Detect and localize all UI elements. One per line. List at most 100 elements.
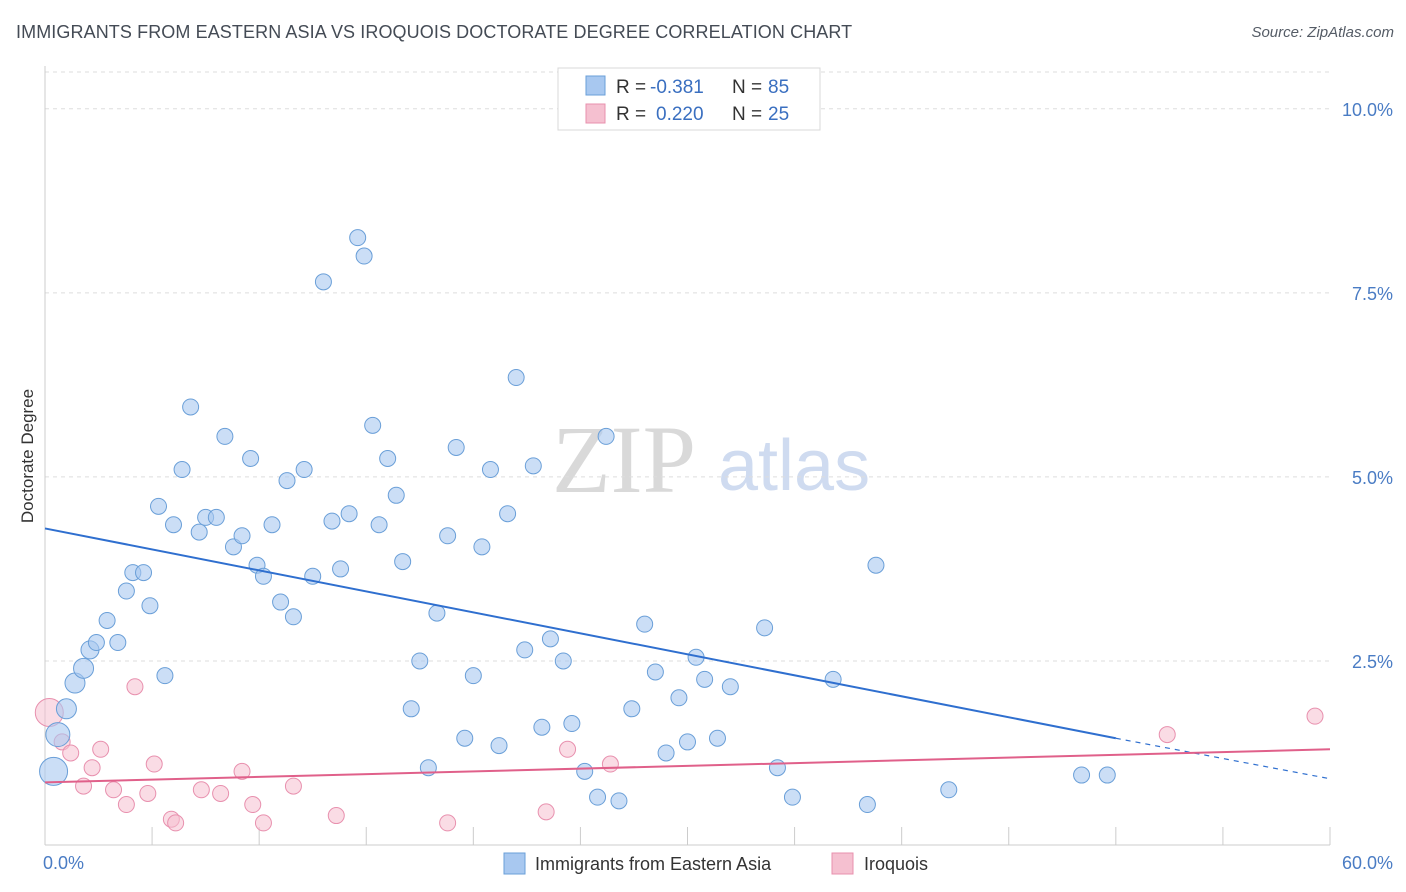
y-tick-label: 7.5%: [1352, 284, 1393, 304]
point-immigrants-eastern-asia: [623, 700, 641, 718]
point-immigrants-eastern-asia: [364, 416, 382, 434]
point-immigrants-eastern-asia: [447, 438, 465, 456]
point-iroquois: [439, 814, 457, 832]
point-immigrants-eastern-asia: [481, 461, 499, 479]
point-immigrants-eastern-asia: [1073, 766, 1091, 784]
bottom-legend-swatch-blue: [503, 852, 526, 875]
point-immigrants-eastern-asia: [278, 472, 296, 490]
point-immigrants-eastern-asia: [332, 560, 350, 578]
point-immigrants-eastern-asia: [507, 369, 525, 387]
point-immigrants-eastern-asia: [45, 722, 71, 748]
watermark: ZIP atlas: [552, 406, 870, 513]
point-iroquois: [105, 781, 123, 799]
point-immigrants-eastern-asia: [39, 756, 69, 786]
point-iroquois: [1306, 707, 1324, 725]
point-immigrants-eastern-asia: [394, 553, 412, 571]
bottom-legend-label-blue: Immigrants from Eastern Asia: [535, 854, 772, 874]
trend-line-immigrants-eastern-asia: [44, 527, 1117, 740]
point-immigrants-eastern-asia: [541, 630, 559, 648]
point-iroquois: [139, 784, 157, 802]
source-credit: Source: ZipAtlas.com: [1251, 24, 1394, 41]
point-immigrants-eastern-asia: [207, 508, 225, 526]
point-immigrants-eastern-asia: [263, 516, 281, 534]
point-immigrants-eastern-asia: [349, 229, 367, 247]
point-iroquois: [327, 807, 345, 825]
y-tick-label: 10.0%: [1342, 100, 1393, 120]
point-immigrants-eastern-asia: [464, 667, 482, 685]
point-immigrants-eastern-asia: [428, 604, 446, 622]
point-immigrants-eastern-asia: [533, 718, 551, 736]
point-iroquois: [601, 755, 619, 773]
point-immigrants-eastern-asia: [216, 427, 234, 445]
point-iroquois: [145, 755, 163, 773]
grid-lines: [45, 71, 1330, 662]
x-tick-label: 60.0%: [1342, 853, 1393, 873]
point-immigrants-eastern-asia: [141, 597, 159, 615]
point-iroquois: [284, 777, 302, 795]
point-immigrants-eastern-asia: [554, 652, 572, 670]
watermark-atlas: atlas: [718, 426, 870, 506]
point-immigrants-eastern-asia: [387, 486, 405, 504]
point-immigrants-eastern-asia: [499, 505, 517, 523]
point-immigrants-eastern-asia: [867, 556, 885, 574]
trend-lines: [44, 527, 1331, 784]
point-immigrants-eastern-asia: [323, 512, 341, 530]
point-iroquois: [167, 814, 185, 832]
point-iroquois: [92, 740, 110, 758]
point-immigrants-eastern-asia: [708, 729, 726, 747]
point-immigrants-eastern-asia: [190, 523, 208, 541]
point-immigrants-eastern-asia: [295, 461, 313, 479]
point-iroquois: [126, 678, 144, 696]
legend-n-value-pink: 25: [768, 104, 789, 125]
point-immigrants-eastern-asia: [314, 273, 332, 291]
point-immigrants-eastern-asia: [524, 457, 542, 475]
point-immigrants-eastern-asia: [173, 461, 191, 479]
point-immigrants-eastern-asia: [98, 611, 116, 629]
point-immigrants-eastern-asia: [456, 729, 474, 747]
point-iroquois: [117, 796, 135, 814]
point-immigrants-eastern-asia: [563, 715, 581, 733]
y-tick-label: 5.0%: [1352, 468, 1393, 488]
point-iroquois: [244, 796, 262, 814]
point-immigrants-eastern-asia: [272, 593, 290, 611]
legend-n-label-blue: N =: [732, 77, 762, 98]
y-tick-label: 2.5%: [1352, 652, 1393, 672]
point-immigrants-eastern-asia: [284, 608, 302, 626]
chart-title: IMMIGRANTS FROM EASTERN ASIA VS IROQUOIS…: [16, 22, 853, 42]
point-iroquois: [62, 744, 80, 762]
point-immigrants-eastern-asia: [109, 634, 127, 652]
point-immigrants-eastern-asia: [589, 788, 607, 806]
trend-line-extension-immigrants-eastern-asia: [1115, 737, 1331, 780]
point-immigrants-eastern-asia: [756, 619, 774, 637]
point-immigrants-eastern-asia: [379, 450, 397, 467]
point-immigrants-eastern-asia: [636, 615, 654, 633]
point-immigrants-eastern-asia: [55, 698, 77, 720]
point-iroquois: [212, 784, 230, 802]
point-immigrants-eastern-asia: [940, 781, 958, 799]
bottom-legend-label-pink: Iroquois: [864, 854, 928, 874]
point-immigrants-eastern-asia: [182, 398, 200, 416]
x-tick-labels: 0.0% 60.0%: [43, 853, 1393, 873]
legend-n-value-blue: 85: [768, 77, 789, 98]
point-immigrants-eastern-asia: [657, 744, 675, 762]
point-immigrants-eastern-asia: [670, 689, 688, 707]
point-iroquois: [559, 740, 577, 758]
legend-swatch-blue: [585, 75, 606, 96]
point-iroquois: [233, 762, 251, 780]
point-immigrants-eastern-asia: [165, 516, 182, 534]
legend-r-value-blue: -0.381: [650, 77, 704, 98]
point-iroquois: [1158, 726, 1176, 744]
point-immigrants-eastern-asia: [783, 788, 801, 806]
point-immigrants-eastern-asia: [516, 641, 534, 659]
point-iroquois: [192, 781, 210, 799]
point-immigrants-eastern-asia: [73, 657, 95, 679]
legend-r-value-pink: 0.220: [656, 104, 704, 125]
bottom-legend: Immigrants from Eastern Asia Iroquois: [503, 852, 928, 875]
point-iroquois: [537, 803, 555, 821]
legend-n-label-pink: N =: [732, 104, 762, 125]
point-immigrants-eastern-asia: [156, 667, 174, 685]
point-immigrants-eastern-asia: [242, 450, 260, 467]
series-iroquois: [34, 678, 1324, 832]
point-immigrants-eastern-asia: [473, 538, 491, 556]
